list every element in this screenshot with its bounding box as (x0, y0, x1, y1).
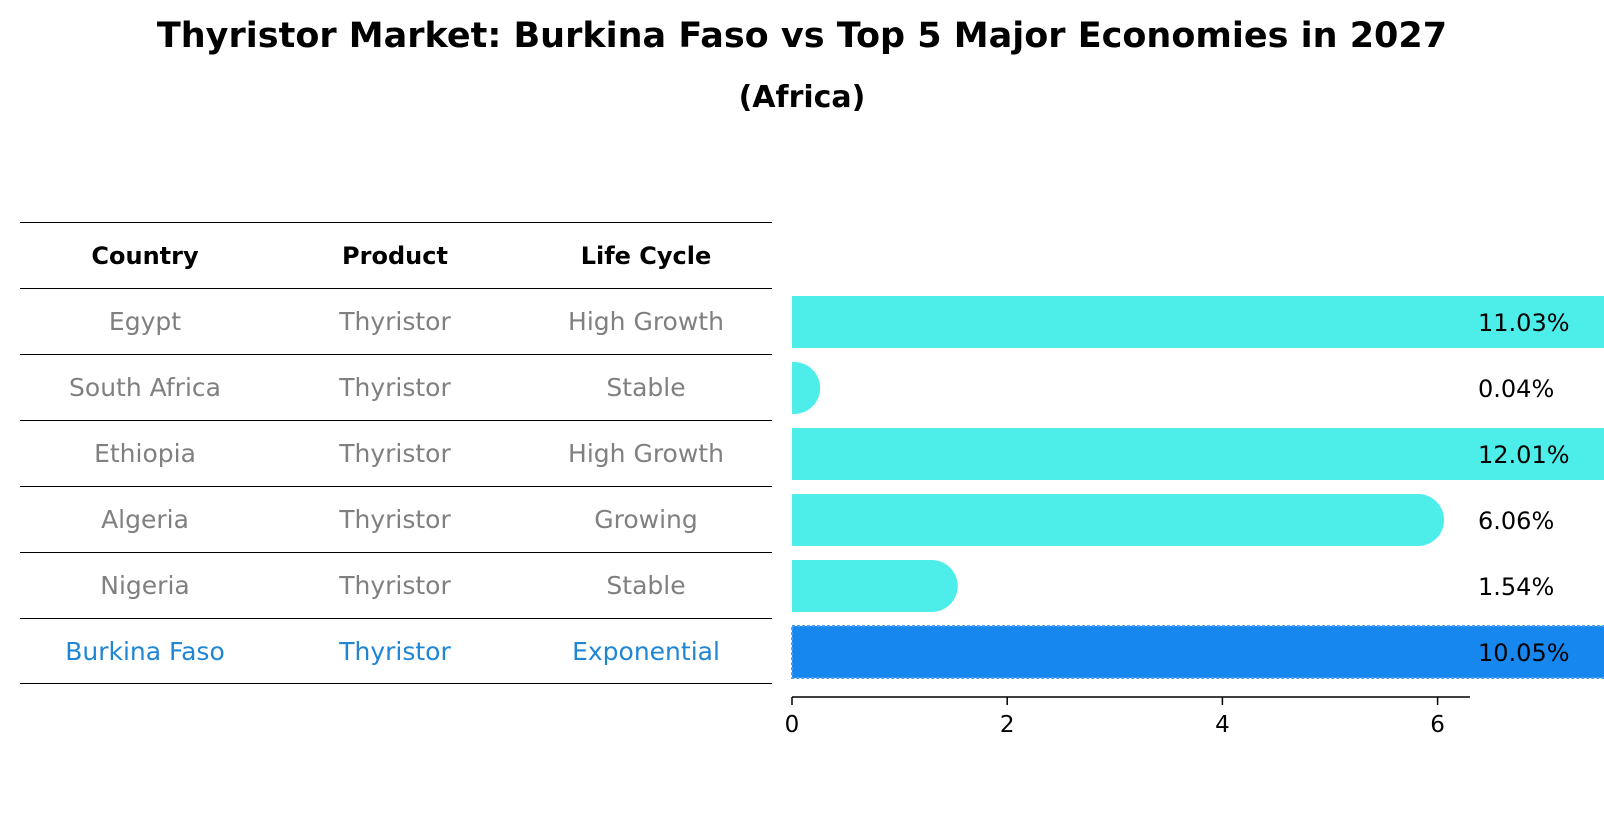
life-cycle-cell: Growing (594, 505, 698, 534)
value-label: 10.05% (1478, 639, 1570, 667)
country-cell: Ethiopia (94, 439, 196, 468)
x-tick-label: 6 (1430, 712, 1445, 738)
x-tick-label: 4 (1215, 712, 1230, 738)
bar-ethiopia (792, 428, 1604, 480)
life-cycle-cell: Stable (606, 571, 686, 600)
table-row: Nigeria Thyristor Stable (20, 552, 772, 618)
life-cycle-cell: Stable (606, 373, 686, 402)
table-row: Algeria Thyristor Growing (20, 486, 772, 552)
bar-burkina-faso (791, 625, 1604, 679)
chart-subtitle: (Africa) (738, 80, 866, 115)
value-label: 6.06% (1478, 507, 1554, 535)
x-tick-label: 0 (785, 712, 800, 738)
country-cell: South Africa (69, 373, 221, 402)
life-cycle-cell: Exponential (572, 637, 720, 666)
table-row: Egypt Thyristor High Growth (20, 288, 772, 354)
value-label: 0.04% (1478, 375, 1554, 403)
table-row: Ethiopia Thyristor High Growth (20, 420, 772, 486)
product-cell: Thyristor (339, 439, 451, 468)
header-country: Country (91, 242, 199, 270)
table-row: South Africa Thyristor Stable (20, 354, 772, 420)
header-product: Product (342, 242, 448, 270)
life-cycle-cell: High Growth (568, 439, 724, 468)
country-cell: Algeria (101, 505, 189, 534)
life-cycle-cell: High Growth (568, 307, 724, 336)
chart-title: Thyristor Market: Burkina Faso vs Top 5 … (156, 16, 1448, 56)
country-cell: Burkina Faso (65, 637, 225, 666)
product-cell: Thyristor (339, 373, 451, 402)
table-header-row: Country Product Life Cycle (20, 222, 772, 288)
header-life-cycle: Life Cycle (580, 242, 712, 270)
table-row-highlight: Burkina Faso Thyristor Exponential (20, 618, 772, 684)
data-table: Country Product Life Cycle Egypt Thyrist… (20, 222, 772, 684)
value-label: 12.01% (1478, 441, 1570, 469)
value-label: 11.03% (1478, 309, 1570, 337)
bar-south-africa (792, 362, 821, 414)
value-label: 1.54% (1478, 573, 1554, 601)
country-cell: Nigeria (100, 571, 190, 600)
product-cell: Thyristor (339, 505, 451, 534)
product-cell: Thyristor (339, 571, 451, 600)
country-cell: Egypt (108, 307, 182, 336)
bar-egypt (792, 296, 1604, 348)
bar-nigeria (792, 560, 958, 612)
product-cell: Thyristor (339, 637, 451, 666)
x-tick-label: 2 (1000, 712, 1015, 738)
bar-algeria (792, 494, 1445, 546)
product-cell: Thyristor (339, 307, 451, 336)
